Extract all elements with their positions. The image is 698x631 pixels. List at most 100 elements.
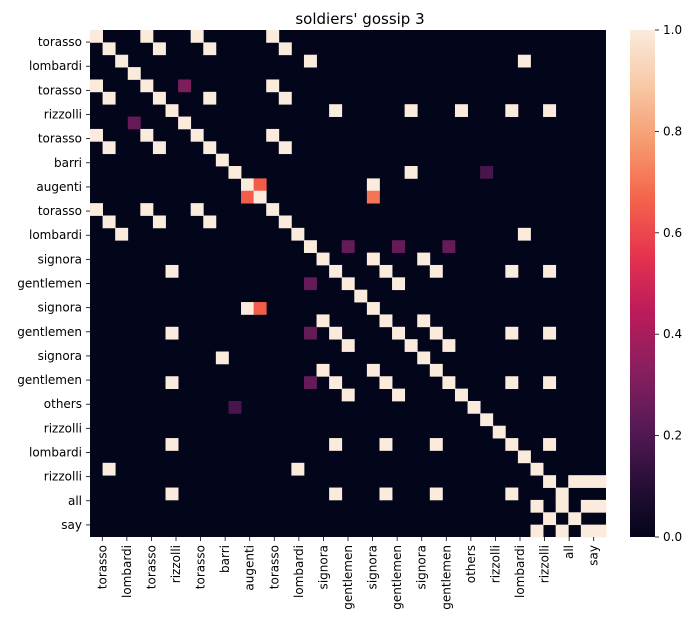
heatmap-cell [593, 475, 606, 488]
y-tick-labels: torasso lombardi torasso rizzolli torasso bar… [17, 35, 90, 532]
heatmap-cell [430, 265, 443, 278]
heatmap-cell [480, 166, 493, 179]
y-tick-label: gentlemen [17, 373, 82, 387]
heatmap-cell [304, 240, 317, 253]
heatmap-cell [115, 55, 128, 68]
heatmap-cell [581, 525, 594, 538]
y-tick-label: gentlemen [17, 325, 82, 339]
heatmap-cell [593, 500, 606, 513]
heatmap-cell [140, 203, 153, 216]
heatmap-cell [379, 488, 392, 501]
heatmap-cell [317, 253, 330, 266]
heatmap-cell [480, 413, 493, 426]
heatmap-cell [342, 339, 355, 352]
heatmap-cell [103, 215, 116, 228]
heatmap-cell [103, 463, 116, 476]
heatmap-cell [140, 79, 153, 92]
heatmap-cell [166, 104, 179, 117]
heatmap-matrix [90, 30, 606, 537]
y-tick-label: torasso [38, 204, 82, 218]
heatmap-cell [203, 92, 216, 105]
heatmap-cell [405, 104, 418, 117]
heatmap-cell [392, 389, 405, 402]
heatmap-cell [228, 166, 241, 179]
heatmap-cell [304, 376, 317, 389]
y-tick-label: augenti [36, 180, 82, 194]
heatmap-cell [90, 129, 103, 142]
heatmap-cell [543, 376, 556, 389]
y-tick-label: signora [38, 301, 82, 315]
heatmap-cell [556, 500, 569, 513]
x-tick-label: all [562, 545, 576, 559]
heatmap-cell [392, 277, 405, 290]
heatmap-cell [103, 141, 116, 154]
heatmap-cell [266, 129, 279, 142]
heatmap-cell [241, 191, 254, 204]
heatmap-cell [342, 240, 355, 253]
colorbar-tick-label: 0.8 [663, 124, 682, 138]
heatmap-cell [442, 339, 455, 352]
heatmap-cell [518, 55, 531, 68]
x-tick-label: torasso [95, 545, 109, 589]
heatmap-cell [367, 253, 380, 266]
heatmap-cell [405, 339, 418, 352]
heatmap-cell [455, 389, 468, 402]
y-tick-label: signora [38, 349, 82, 363]
heatmap-cell [279, 141, 292, 154]
heatmap-cell [329, 265, 342, 278]
heatmap-cell [140, 129, 153, 142]
x-tick-label: gentlemen [341, 545, 355, 610]
heatmap-cell [140, 30, 153, 43]
heatmap-cell [405, 166, 418, 179]
heatmap-cell [442, 376, 455, 389]
heatmap-cell [392, 240, 405, 253]
y-tick-label: signora [38, 252, 82, 266]
heatmap-cell [216, 352, 229, 365]
heatmap-cell [543, 438, 556, 451]
heatmap-cell [203, 215, 216, 228]
colorbar: 0.0 0.2 0.4 0.6 0.8 1.0 [630, 23, 682, 544]
heatmap-cell [191, 203, 204, 216]
heatmap-cell [505, 327, 518, 340]
heatmap-cell [128, 67, 141, 80]
heatmap-cell [417, 352, 430, 365]
colorbar-tick-label: 0.4 [663, 327, 682, 341]
heatmap-cell [568, 512, 581, 525]
heatmap-cell [279, 215, 292, 228]
heatmap-cell [291, 228, 304, 241]
y-tick-label: torasso [38, 83, 82, 97]
heatmap-cell [367, 178, 380, 191]
x-tick-label: say [587, 545, 601, 566]
heatmap-cell [153, 42, 166, 55]
y-tick-label: torasso [38, 132, 82, 146]
x-tick-label: signora [316, 545, 330, 589]
heatmap-cell [115, 228, 128, 241]
heatmap-cell [191, 30, 204, 43]
heatmap-cell [291, 463, 304, 476]
heatmap-cell [203, 141, 216, 154]
heatmap-cell [367, 302, 380, 315]
x-tick-label: barri [218, 545, 232, 573]
heatmap-cell [367, 191, 380, 204]
colorbar-tick-label: 0.2 [663, 429, 682, 443]
heatmap-cell [430, 364, 443, 377]
x-tick-label: rizzolli [488, 545, 502, 583]
heatmap-cell [166, 488, 179, 501]
heatmap-cell [543, 265, 556, 278]
x-tick-label: gentlemen [390, 545, 404, 610]
heatmap-cell [329, 488, 342, 501]
heatmap-cell [417, 253, 430, 266]
heatmap-cell [178, 117, 191, 130]
chart-title: soldiers' gossip 3 [295, 10, 424, 28]
x-tick-label: others [464, 545, 478, 583]
x-tick-label: augenti [243, 545, 257, 591]
x-tick-label: signora [415, 545, 429, 589]
x-tick-label: lombardi [513, 545, 527, 598]
y-tick-label: rizzolli [44, 421, 82, 435]
heatmap-cell [103, 92, 116, 105]
heatmap-cell [266, 30, 279, 43]
heatmap-cell [530, 525, 543, 538]
heatmap-cell [203, 42, 216, 55]
heatmap-cell [166, 265, 179, 278]
x-tick-label: torasso [267, 545, 281, 589]
